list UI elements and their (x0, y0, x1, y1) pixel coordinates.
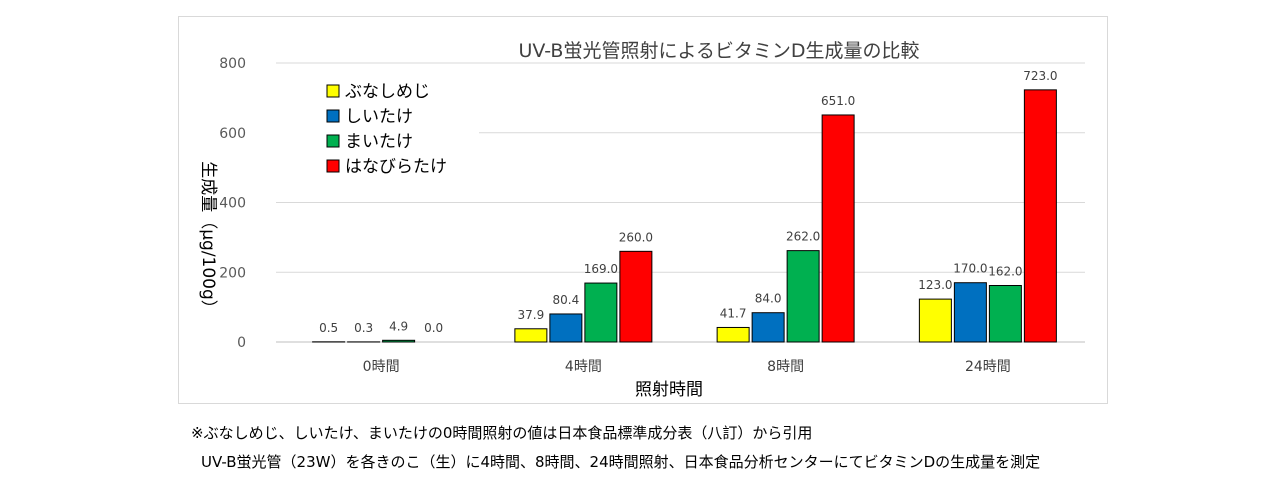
x-tick-label: 0時間 (363, 359, 400, 375)
data-label: 41.7 (720, 306, 747, 320)
data-label: 262.0 (786, 230, 820, 244)
data-label: 260.0 (619, 230, 653, 244)
y-tick-label: 400 (219, 196, 246, 212)
bar (1023, 89, 1057, 343)
bar (918, 298, 952, 343)
bar (584, 282, 618, 343)
bar (514, 328, 548, 343)
data-label: 0.5 (319, 321, 338, 335)
y-axis-title: 生成量（µg/100g） (198, 161, 218, 317)
legend-swatch (326, 134, 340, 148)
y-tick-label: 800 (219, 56, 246, 72)
legend-swatch (326, 159, 340, 173)
bar (619, 250, 653, 343)
bars (312, 89, 1057, 343)
legend-label: まいたけ (345, 132, 413, 152)
footnote-2: UV-B蛍光管（23W）を各きのこ（生）に4時間、8時間、24時間照射、日本食品… (201, 453, 1041, 471)
chart-svg: UV-B蛍光管照射によるビタミンD生成量の比較 0 200 400 600 800 0.… (198, 40, 1085, 400)
bar (953, 282, 987, 343)
data-label: 169.0 (584, 262, 618, 276)
chart-area: UV-B蛍光管照射によるビタミンD生成量の比較 0 200 400 600 800 0.… (178, 16, 1108, 404)
bar (988, 285, 1022, 343)
bar (751, 312, 785, 343)
x-axis-ticks: 0時間 4時間 8時間 24時間 (363, 359, 1011, 375)
y-tick-label: 600 (219, 126, 246, 142)
data-label: 162.0 (988, 265, 1022, 279)
bar (382, 339, 416, 343)
x-tick-label: 24時間 (965, 359, 1011, 375)
legend-swatch (326, 109, 340, 123)
data-label: 0.0 (424, 321, 443, 335)
bar (716, 326, 750, 343)
chart-title: UV-B蛍光管照射によるビタミンD生成量の比較 (518, 40, 919, 62)
x-tick-label: 8時間 (767, 359, 804, 375)
legend-label: はなびらたけ (345, 157, 447, 177)
x-axis-title: 照射時間 (635, 380, 703, 400)
legend-label: ぶなしめじ (345, 82, 430, 102)
data-label: 651.0 (821, 94, 855, 108)
legend-label: しいたけ (345, 107, 413, 127)
data-label: 0.3 (354, 321, 373, 335)
data-label: 80.4 (553, 293, 580, 307)
bar (549, 313, 583, 343)
data-label: 4.9 (389, 319, 408, 333)
data-label: 84.0 (755, 292, 782, 306)
data-label: 723.0 (1023, 69, 1057, 83)
footnote-1: ※ぶなしめじ、しいたけ、まいたけの0時間照射の値は日本食品標準成分表（八訂）から… (191, 424, 813, 442)
legend-swatch (326, 84, 340, 98)
data-label: 170.0 (953, 262, 987, 276)
data-labels: 0.5 0.3 4.9 0.0 37.9 80.4 169.0 260.0 41.7 84.0 26… (319, 69, 1057, 335)
y-tick-label: 0 (237, 335, 246, 351)
x-tick-label: 4時間 (565, 359, 602, 375)
y-tick-label: 200 (219, 265, 246, 281)
bar (786, 250, 820, 343)
bar (821, 114, 855, 343)
y-axis-ticks: 0 200 400 600 800 (219, 56, 246, 351)
data-label: 123.0 (918, 278, 952, 292)
data-label: 37.9 (518, 308, 545, 322)
